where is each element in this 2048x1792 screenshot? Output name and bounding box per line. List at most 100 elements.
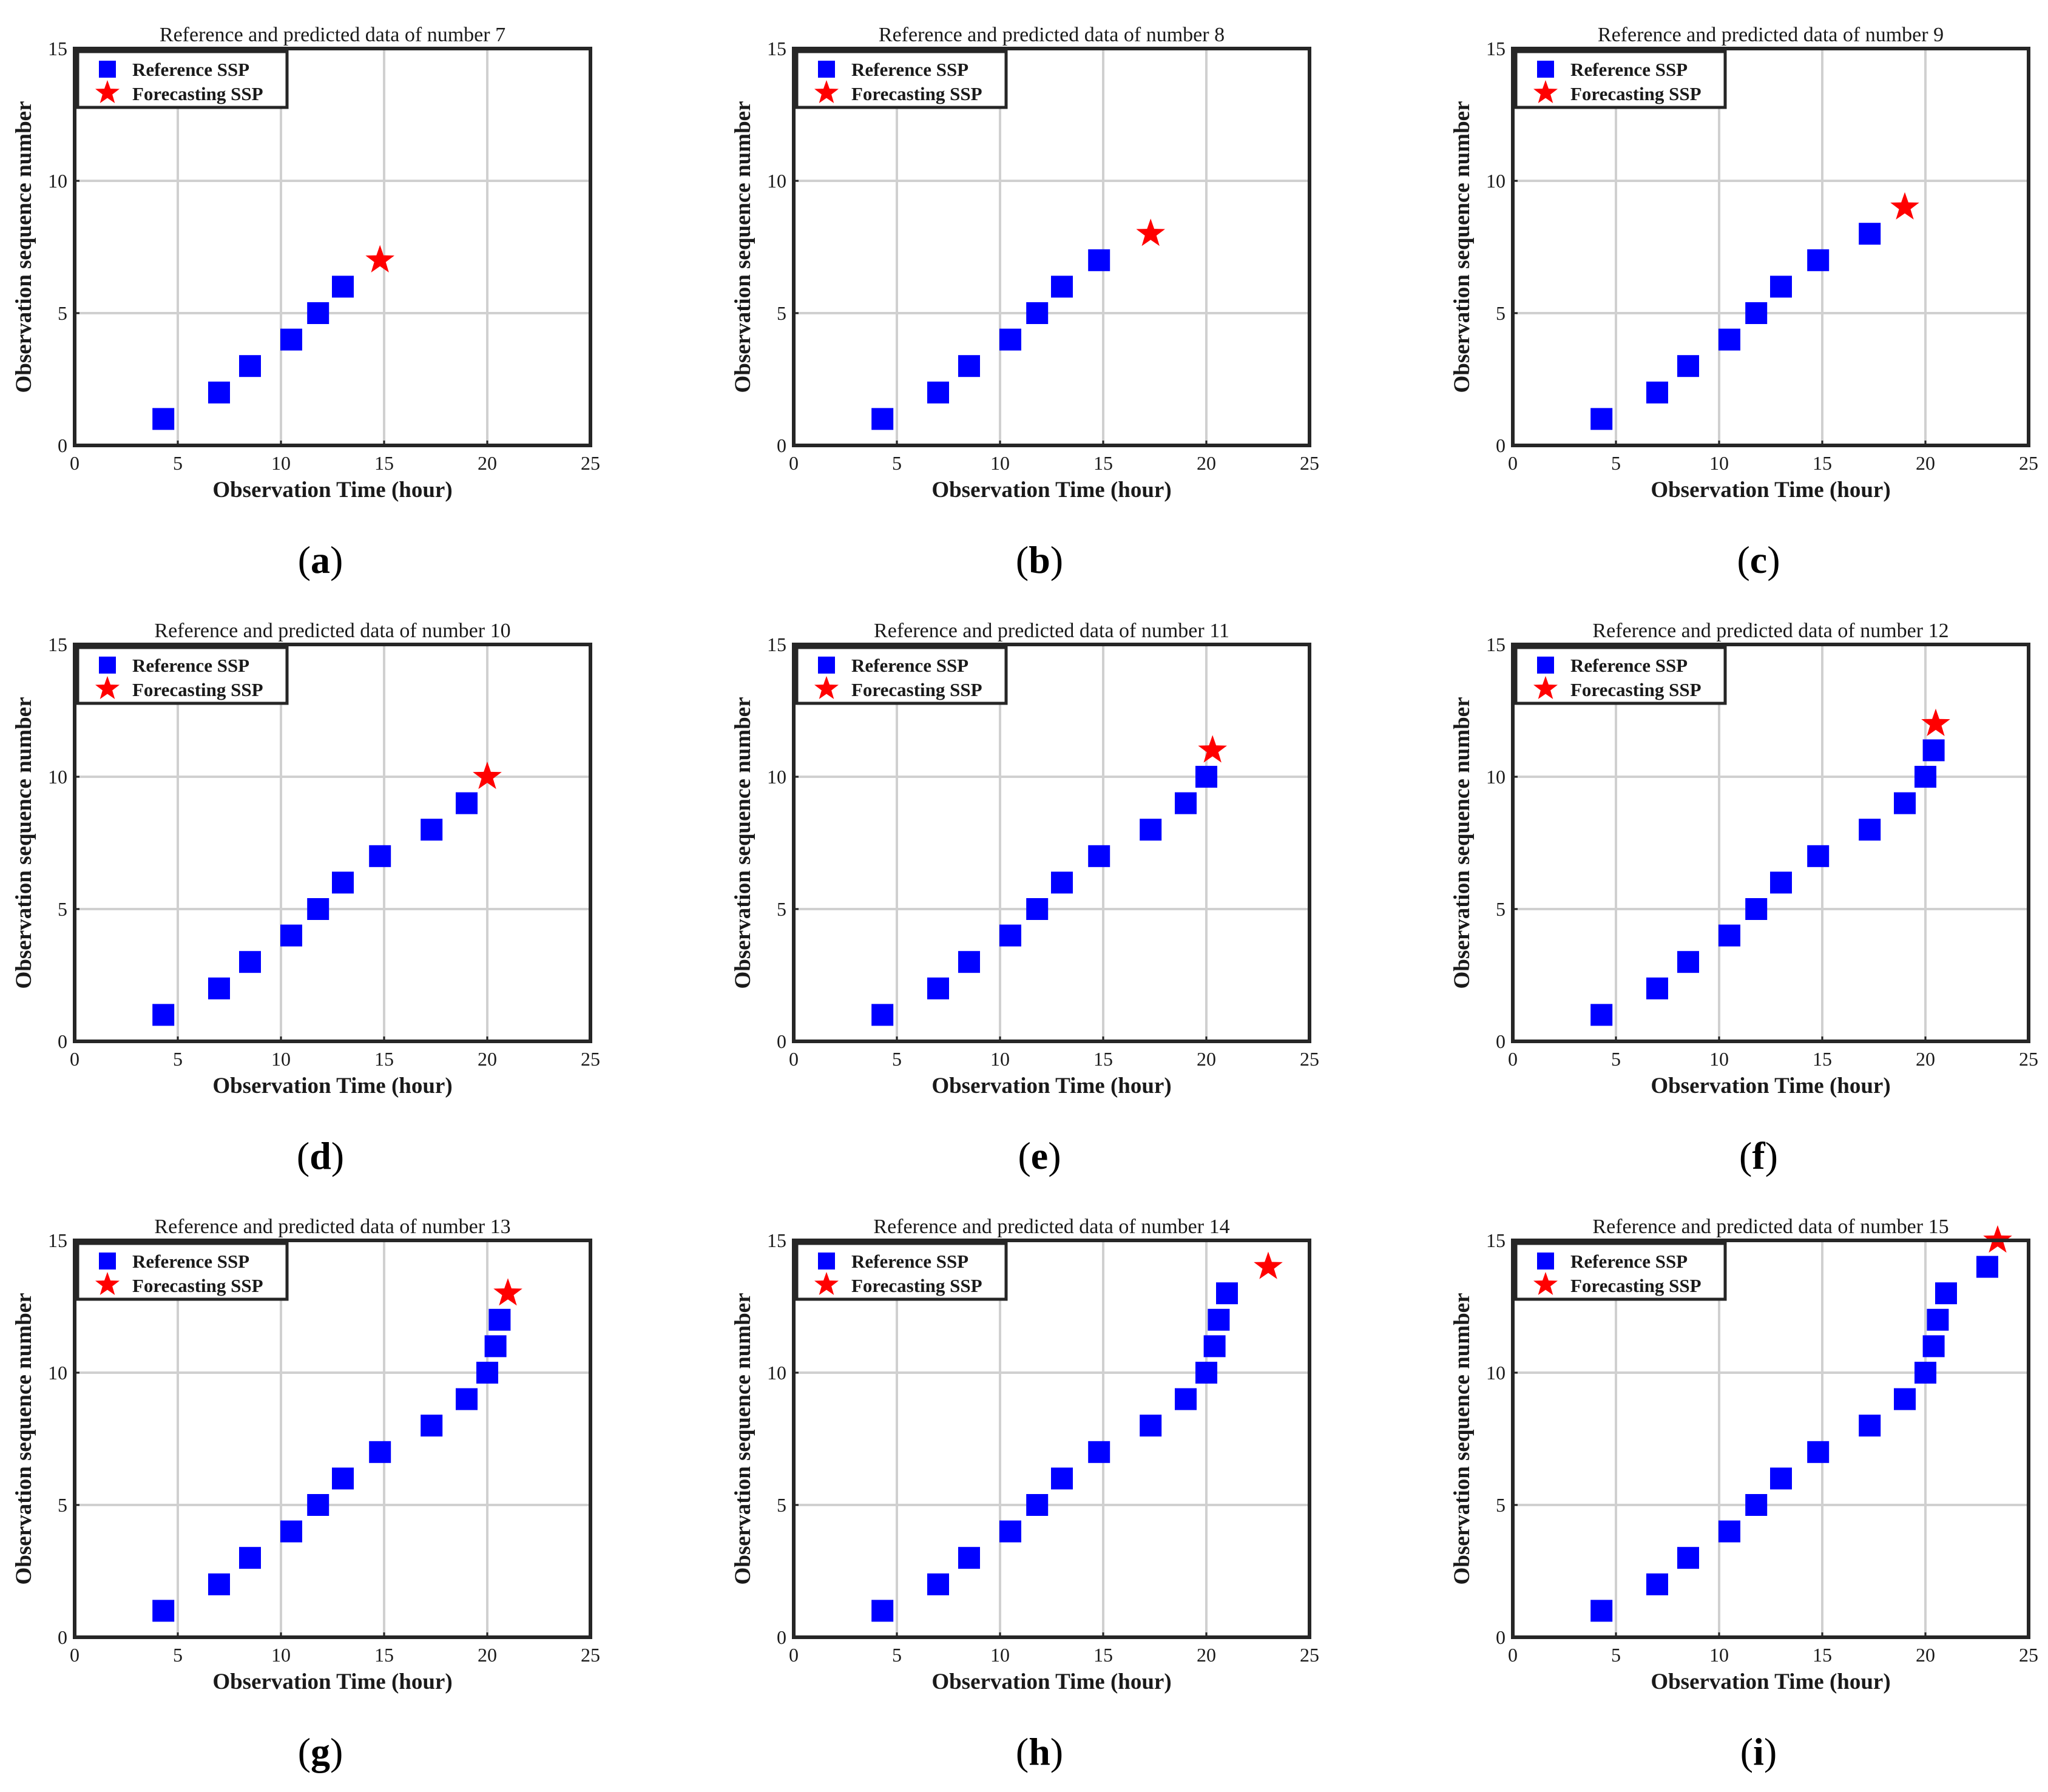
y-tick-label: 0 <box>58 434 67 456</box>
chart-panel-b: 0 5 10 15 20 25 0 5 10 15 Reference SSP Forecasting… <box>731 24 1319 581</box>
y-tick-label: 10 <box>767 170 786 192</box>
reference-point <box>999 1520 1021 1543</box>
x-tick-label: 20 <box>1197 1048 1216 1070</box>
reference-point <box>1677 355 1699 377</box>
reference-point <box>927 381 949 404</box>
legend-reference-marker <box>818 61 835 78</box>
x-tick-label: 25 <box>1300 1048 1319 1070</box>
panel-label-open: ( <box>1016 1730 1029 1773</box>
plot-area <box>75 49 590 445</box>
axes-frame <box>792 1239 1311 1639</box>
axes-frame <box>1511 47 2030 447</box>
panel-label-open: ( <box>1018 1134 1030 1177</box>
panel-label-letter: d <box>309 1134 331 1177</box>
y-tick-label: 10 <box>767 766 786 788</box>
x-axis-label: Observation Time (hour) <box>212 1669 452 1694</box>
panel-label-letter: g <box>311 1730 330 1773</box>
x-tick-label: 5 <box>173 452 183 474</box>
reference-point <box>1088 1441 1110 1463</box>
reference-point <box>1590 408 1613 430</box>
y-tick-label: 15 <box>1486 1229 1506 1251</box>
reference-point <box>871 1004 894 1026</box>
x-tick-label: 25 <box>1300 1644 1319 1666</box>
y-tick-label: 5 <box>58 898 67 920</box>
x-tick-label: 20 <box>1197 452 1216 474</box>
x-tick-label: 0 <box>789 1644 799 1666</box>
x-tick-label: 5 <box>892 1644 902 1666</box>
x-tick-label: 0 <box>1508 1048 1518 1070</box>
panel-label: (f) <box>1739 1134 1778 1177</box>
x-tick-label: 5 <box>173 1644 183 1666</box>
legend-reference-label: Reference SSP <box>1570 1251 1688 1272</box>
legend-forecast-label: Forecasting SSP <box>1570 679 1702 700</box>
forecast-point <box>365 245 394 272</box>
x-tick-label: 5 <box>1611 452 1621 474</box>
chart-panel-a: 0 5 10 15 20 25 0 5 10 15 Reference SSP Forecasting… <box>12 24 600 581</box>
y-tick-label: 5 <box>777 1494 786 1516</box>
x-axis-label: Observation Time (hour) <box>931 478 1171 502</box>
reference-point <box>484 1335 507 1358</box>
reference-point <box>1770 871 1792 894</box>
reference-point <box>1026 1494 1049 1516</box>
y-tick-label: 10 <box>48 1362 67 1384</box>
reference-point <box>152 1600 175 1622</box>
reference-point <box>1718 924 1740 947</box>
panel-label-open: ( <box>1739 1134 1752 1177</box>
reference-point <box>456 1388 478 1410</box>
axes-frame <box>73 643 592 1043</box>
y-axis-label: Observation sequence number <box>12 101 36 393</box>
panel-label-close: ) <box>330 1730 343 1773</box>
forecast-point <box>473 762 502 789</box>
plot-area <box>794 49 1310 445</box>
panel-label-letter: b <box>1029 538 1050 581</box>
x-tick-label: 15 <box>374 1048 394 1070</box>
x-tick-label: 25 <box>2019 452 2038 474</box>
legend: Reference SSP Forecasting SSP <box>1514 50 1727 109</box>
legend: Reference SSP Forecasting SSP <box>1514 1242 1727 1301</box>
reference-point <box>1088 845 1110 867</box>
chart-panel-d: 0 5 10 15 20 25 0 5 10 15 Reference SSP Forecasting… <box>12 620 600 1177</box>
reference-point <box>239 951 261 973</box>
reference-point <box>1646 977 1668 999</box>
x-axis-label: Observation Time (hour) <box>212 1074 452 1098</box>
x-tick-label: 0 <box>1508 452 1518 474</box>
reference-point <box>1894 792 1916 814</box>
panel-label-letter: i <box>1753 1730 1764 1773</box>
legend-forecast-label: Forecasting SSP <box>851 1275 982 1296</box>
reference-point <box>1745 898 1768 920</box>
reference-point <box>1088 249 1110 271</box>
y-tick-label: 0 <box>777 434 786 456</box>
y-axis-label: Observation sequence number <box>1450 1293 1475 1585</box>
reference-point <box>1935 1282 1957 1305</box>
panel-label: (a) <box>298 538 343 581</box>
x-tick-label: 25 <box>581 1048 600 1070</box>
x-tick-label: 5 <box>1611 1644 1621 1666</box>
reference-point <box>1140 819 1162 841</box>
y-tick-label: 10 <box>1486 170 1506 192</box>
legend: Reference SSP Forecasting SSP <box>76 646 289 705</box>
reference-point <box>1140 1415 1162 1437</box>
chart-title: Reference and predicted data of number 1… <box>1592 1216 1948 1238</box>
legend-reference-label: Reference SSP <box>851 1251 968 1272</box>
reference-point <box>871 1600 894 1622</box>
x-tick-label: 0 <box>70 452 79 474</box>
legend: Reference SSP Forecasting SSP <box>795 50 1008 109</box>
reference-point <box>1216 1282 1238 1305</box>
plot-area <box>1513 49 2029 445</box>
y-tick-label: 15 <box>767 634 786 655</box>
panel-label: (b) <box>1016 538 1063 581</box>
plot-area <box>1513 1240 2029 1637</box>
chart-title: Reference and predicted data of number 1… <box>874 620 1229 642</box>
chart-panel-i: 0 5 10 15 20 25 0 5 10 15 Reference SSP Forecasting… <box>1450 1216 2038 1773</box>
axes-frame <box>73 1239 592 1639</box>
legend-forecast-label: Forecasting SSP <box>1570 83 1702 104</box>
reference-point <box>1915 1362 1936 1384</box>
reference-point <box>1859 819 1881 841</box>
x-tick-label: 5 <box>892 1048 902 1070</box>
chart-title: Reference and predicted data of number 8 <box>879 24 1225 46</box>
legend-forecast-marker <box>814 1272 839 1295</box>
reference-point <box>1026 898 1049 920</box>
panel-label-open: ( <box>1740 1730 1753 1773</box>
axes-frame <box>792 47 1311 447</box>
reference-point <box>1859 223 1881 245</box>
